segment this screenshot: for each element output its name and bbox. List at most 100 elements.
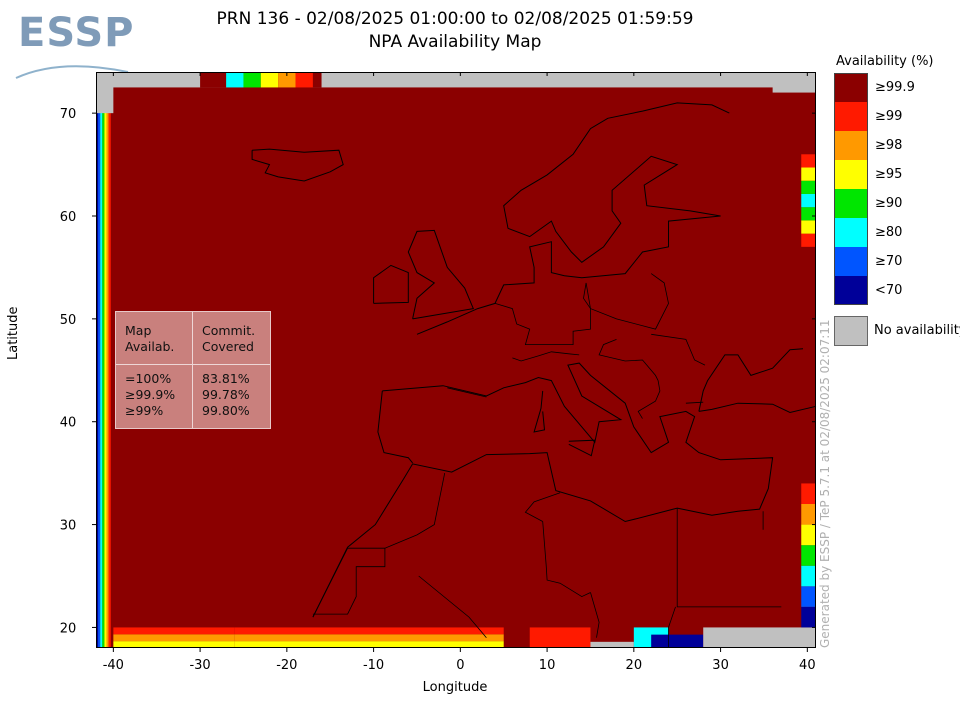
country-border (542, 521, 591, 598)
country-border (418, 575, 487, 638)
south-edge-band (234, 641, 504, 648)
east-edge-band (801, 483, 816, 504)
stats-level: ≥99.9% (125, 387, 176, 402)
logo-arc-icon (15, 65, 129, 79)
south-edge-band (113, 627, 235, 635)
stats-header-line: Covered (202, 339, 254, 354)
legend-swatch (834, 102, 868, 131)
y-tick-label: 70 (60, 107, 77, 122)
north-edge-band (243, 72, 261, 88)
north-edge-band (278, 72, 296, 88)
legend-label: ≥99 (875, 109, 903, 124)
essp-logo: ESSP (10, 6, 133, 80)
country-border (590, 592, 600, 638)
west-edge-band (104, 92, 107, 649)
legend-swatch (834, 189, 868, 218)
stats-header-line: Commit. (202, 323, 256, 338)
country-border (676, 508, 782, 608)
stats-covered: 83.81% (202, 371, 250, 386)
south-edge-band (234, 627, 504, 635)
stats-covered-column: 83.81% 99.78% 99.80% (202, 371, 250, 419)
x-tick-label: -40 (103, 658, 124, 673)
chart-title: NPA Availability Map (368, 32, 542, 52)
x-tick-label: 40 (799, 658, 816, 673)
coastline (407, 229, 475, 320)
x-tick-label: 30 (712, 658, 729, 673)
coastline (416, 102, 730, 335)
x-tick-label: 20 (626, 658, 643, 673)
no-availability-area (772, 72, 816, 93)
coastline (251, 148, 344, 182)
stats-divider-vertical (192, 312, 193, 428)
x-tick-label: -20 (276, 658, 297, 673)
east-edge-band (801, 504, 816, 525)
south-edge-band (113, 641, 235, 648)
stats-covered: 99.80% (202, 403, 250, 418)
legend-label: <70 (875, 283, 903, 298)
stats-header-col1: Map Availab. (125, 323, 174, 355)
axis-layer: -40 -30 -20 -10 0 10 20 30 40 20 30 40 50 60 70 (60, 72, 816, 673)
no-availability-swatch (834, 316, 868, 346)
x-tick-label: -30 (189, 658, 210, 673)
country-border (598, 339, 659, 381)
legend-label: ≥95 (875, 167, 903, 182)
x-tick-label: 10 (539, 658, 556, 673)
east-edge-band (801, 154, 816, 168)
legend-swatch (834, 247, 868, 276)
coastline (377, 390, 413, 464)
country-border (637, 380, 661, 419)
east-edge-band (801, 167, 816, 181)
country-border (447, 387, 487, 398)
y-tick-label: 30 (60, 519, 77, 534)
stats-header-line: Map (125, 323, 152, 338)
no-availability-area (96, 72, 114, 114)
stats-level: =100% (125, 371, 172, 386)
country-border (494, 282, 591, 345)
stats-header-line: Availab. (125, 339, 175, 354)
east-edge-band (801, 220, 816, 234)
no-availability-label: No availability (874, 323, 960, 338)
coastline (533, 390, 546, 433)
legend-swatch (834, 160, 868, 189)
east-edge-band (801, 586, 816, 607)
country-border (583, 273, 669, 330)
x-tick-label: -10 (363, 658, 384, 673)
coastline (568, 439, 596, 457)
south-edge-band (529, 627, 591, 648)
legend-swatch (834, 73, 868, 102)
legend-swatch (834, 276, 868, 305)
coastline (312, 362, 774, 618)
country-border (685, 401, 704, 404)
west-edge-band (96, 92, 99, 649)
east-edge-band (801, 565, 816, 587)
legend-title: Availability (%) (836, 54, 934, 69)
x-tick-label: 0 (456, 658, 464, 673)
stats-divider-horizontal (116, 364, 270, 365)
country-border (312, 473, 446, 618)
country-border (512, 351, 580, 362)
plot-frame (96, 72, 816, 648)
west-edge-band (100, 92, 103, 649)
legend-label: ≥70 (875, 254, 903, 269)
country-border (651, 333, 706, 366)
generator-watermark: Generated by ESSP / TeP 5.7.1 at 02/08/2… (818, 319, 832, 648)
logo-text: ESSP (18, 10, 135, 56)
no-availability-area (703, 627, 816, 648)
x-axis-label: Longitude (422, 680, 488, 695)
south-edge-band (234, 634, 504, 642)
east-edge-band (801, 193, 816, 208)
west-edge-band (106, 92, 109, 649)
legend-swatch (834, 218, 868, 247)
y-tick-label: 50 (60, 313, 77, 328)
east-edge-band (801, 233, 816, 247)
east-edge-band (801, 545, 816, 566)
stats-level: ≥99% (125, 403, 164, 418)
coastline (698, 402, 817, 414)
country-border (312, 548, 386, 615)
east-edge-band (801, 524, 816, 546)
west-edge-band (102, 92, 105, 649)
chart-subtitle: PRN 136 - 02/08/2025 01:00:00 to 02/08/2… (216, 9, 694, 29)
west-edge-band (108, 92, 111, 649)
legend-label: ≥80 (875, 225, 903, 240)
y-tick-label: 20 (60, 621, 77, 636)
